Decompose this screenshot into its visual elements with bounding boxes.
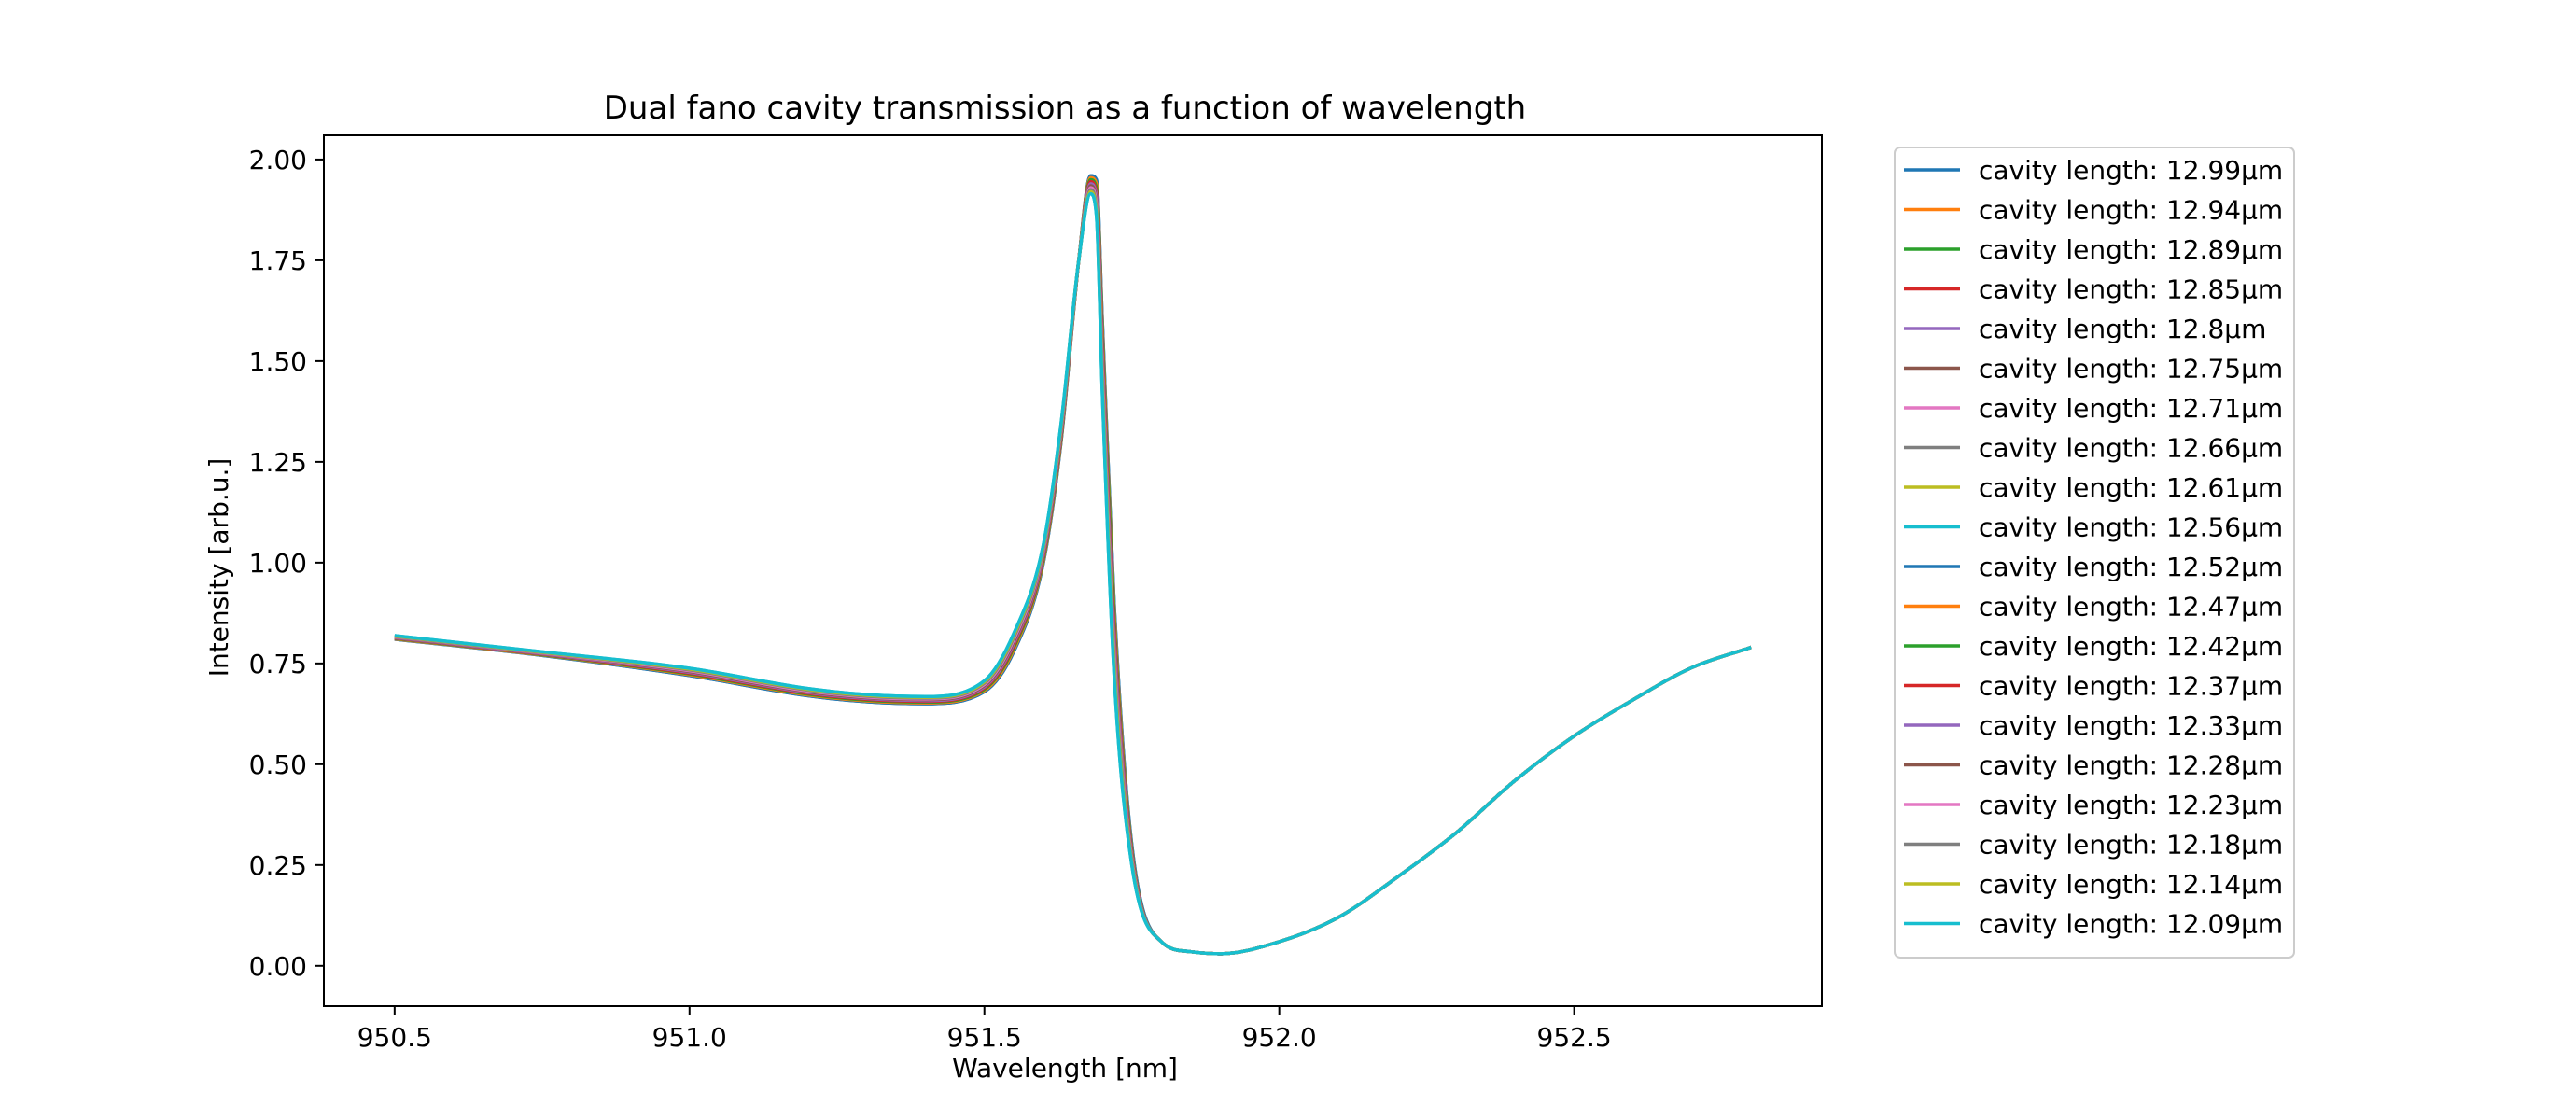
x-tick-label: 951.0 [652,1022,727,1053]
series-line-10 [394,174,1752,956]
legend-label: cavity length: 12.18µm [1979,830,2283,861]
legend-label: cavity length: 12.09µm [1979,909,2283,940]
legend-label: cavity length: 12.61µm [1979,472,2283,503]
legend-label: cavity length: 12.52µm [1979,552,2283,582]
legend: cavity length: 12.99µm cavity length: 12.… [1894,147,2295,959]
legend-box [1894,147,2295,959]
y-axis-label: Intensity [arb.u.] [203,458,234,678]
legend-label: cavity length: 12.23µm [1979,790,2283,820]
series-line-0 [394,174,1752,956]
y-tick-label: 2.00 [249,145,307,175]
series-line-1 [394,175,1752,956]
series-line-12 [394,177,1752,956]
plot-area: 950.5 951.0 951.5 952.0 952.5 0.00 0.25 0.50 0.7… [249,134,1823,1053]
y-tick-label: 1.50 [249,346,307,377]
y-tick-label: 0.00 [249,951,307,982]
y-tick-label: 0.75 [249,649,307,679]
x-tick-label: 950.5 [357,1022,432,1053]
legend-label: cavity length: 12.8µm [1979,314,2266,344]
legend-label: cavity length: 12.33µm [1979,710,2283,741]
legend-label: cavity length: 12.99µm [1979,155,2283,186]
legend-label: cavity length: 12.47µm [1979,592,2283,623]
y-tick-label: 1.00 [249,548,307,579]
x-tick-label: 951.5 [947,1022,1022,1053]
legend-label: cavity length: 12.75µm [1979,354,2283,385]
y-tick-label: 1.25 [249,447,307,478]
legend-label: cavity length: 12.94µm [1979,195,2283,226]
series-line-2 [394,177,1752,956]
legend-label: cavity length: 12.28µm [1979,750,2283,781]
y-tick-label: 0.50 [249,749,307,780]
x-tick-label: 952.5 [1537,1022,1612,1053]
legend-label: cavity length: 12.14µm [1979,869,2283,900]
legend-label: cavity length: 12.37µm [1979,671,2283,702]
series-line-11 [394,175,1752,956]
y-tick-label: 1.75 [249,245,307,276]
legend-label: cavity length: 12.89µm [1979,234,2283,265]
legend-label: cavity length: 12.85µm [1979,274,2283,305]
legend-label: cavity length: 12.42µm [1979,631,2283,662]
series-line-19 [394,191,1752,956]
x-tick-label: 952.0 [1242,1022,1317,1053]
legend-label: cavity length: 12.71µm [1979,393,2283,424]
legend-label: cavity length: 12.56µm [1979,512,2283,543]
axes-frame [323,134,1823,1007]
y-tick-label: 0.25 [249,850,307,881]
legend-label: cavity length: 12.66µm [1979,433,2283,464]
x-axis-label: Wavelength [nm] [952,1053,1178,1084]
chart-title: Dual fano cavity transmission as a funct… [604,90,1526,127]
